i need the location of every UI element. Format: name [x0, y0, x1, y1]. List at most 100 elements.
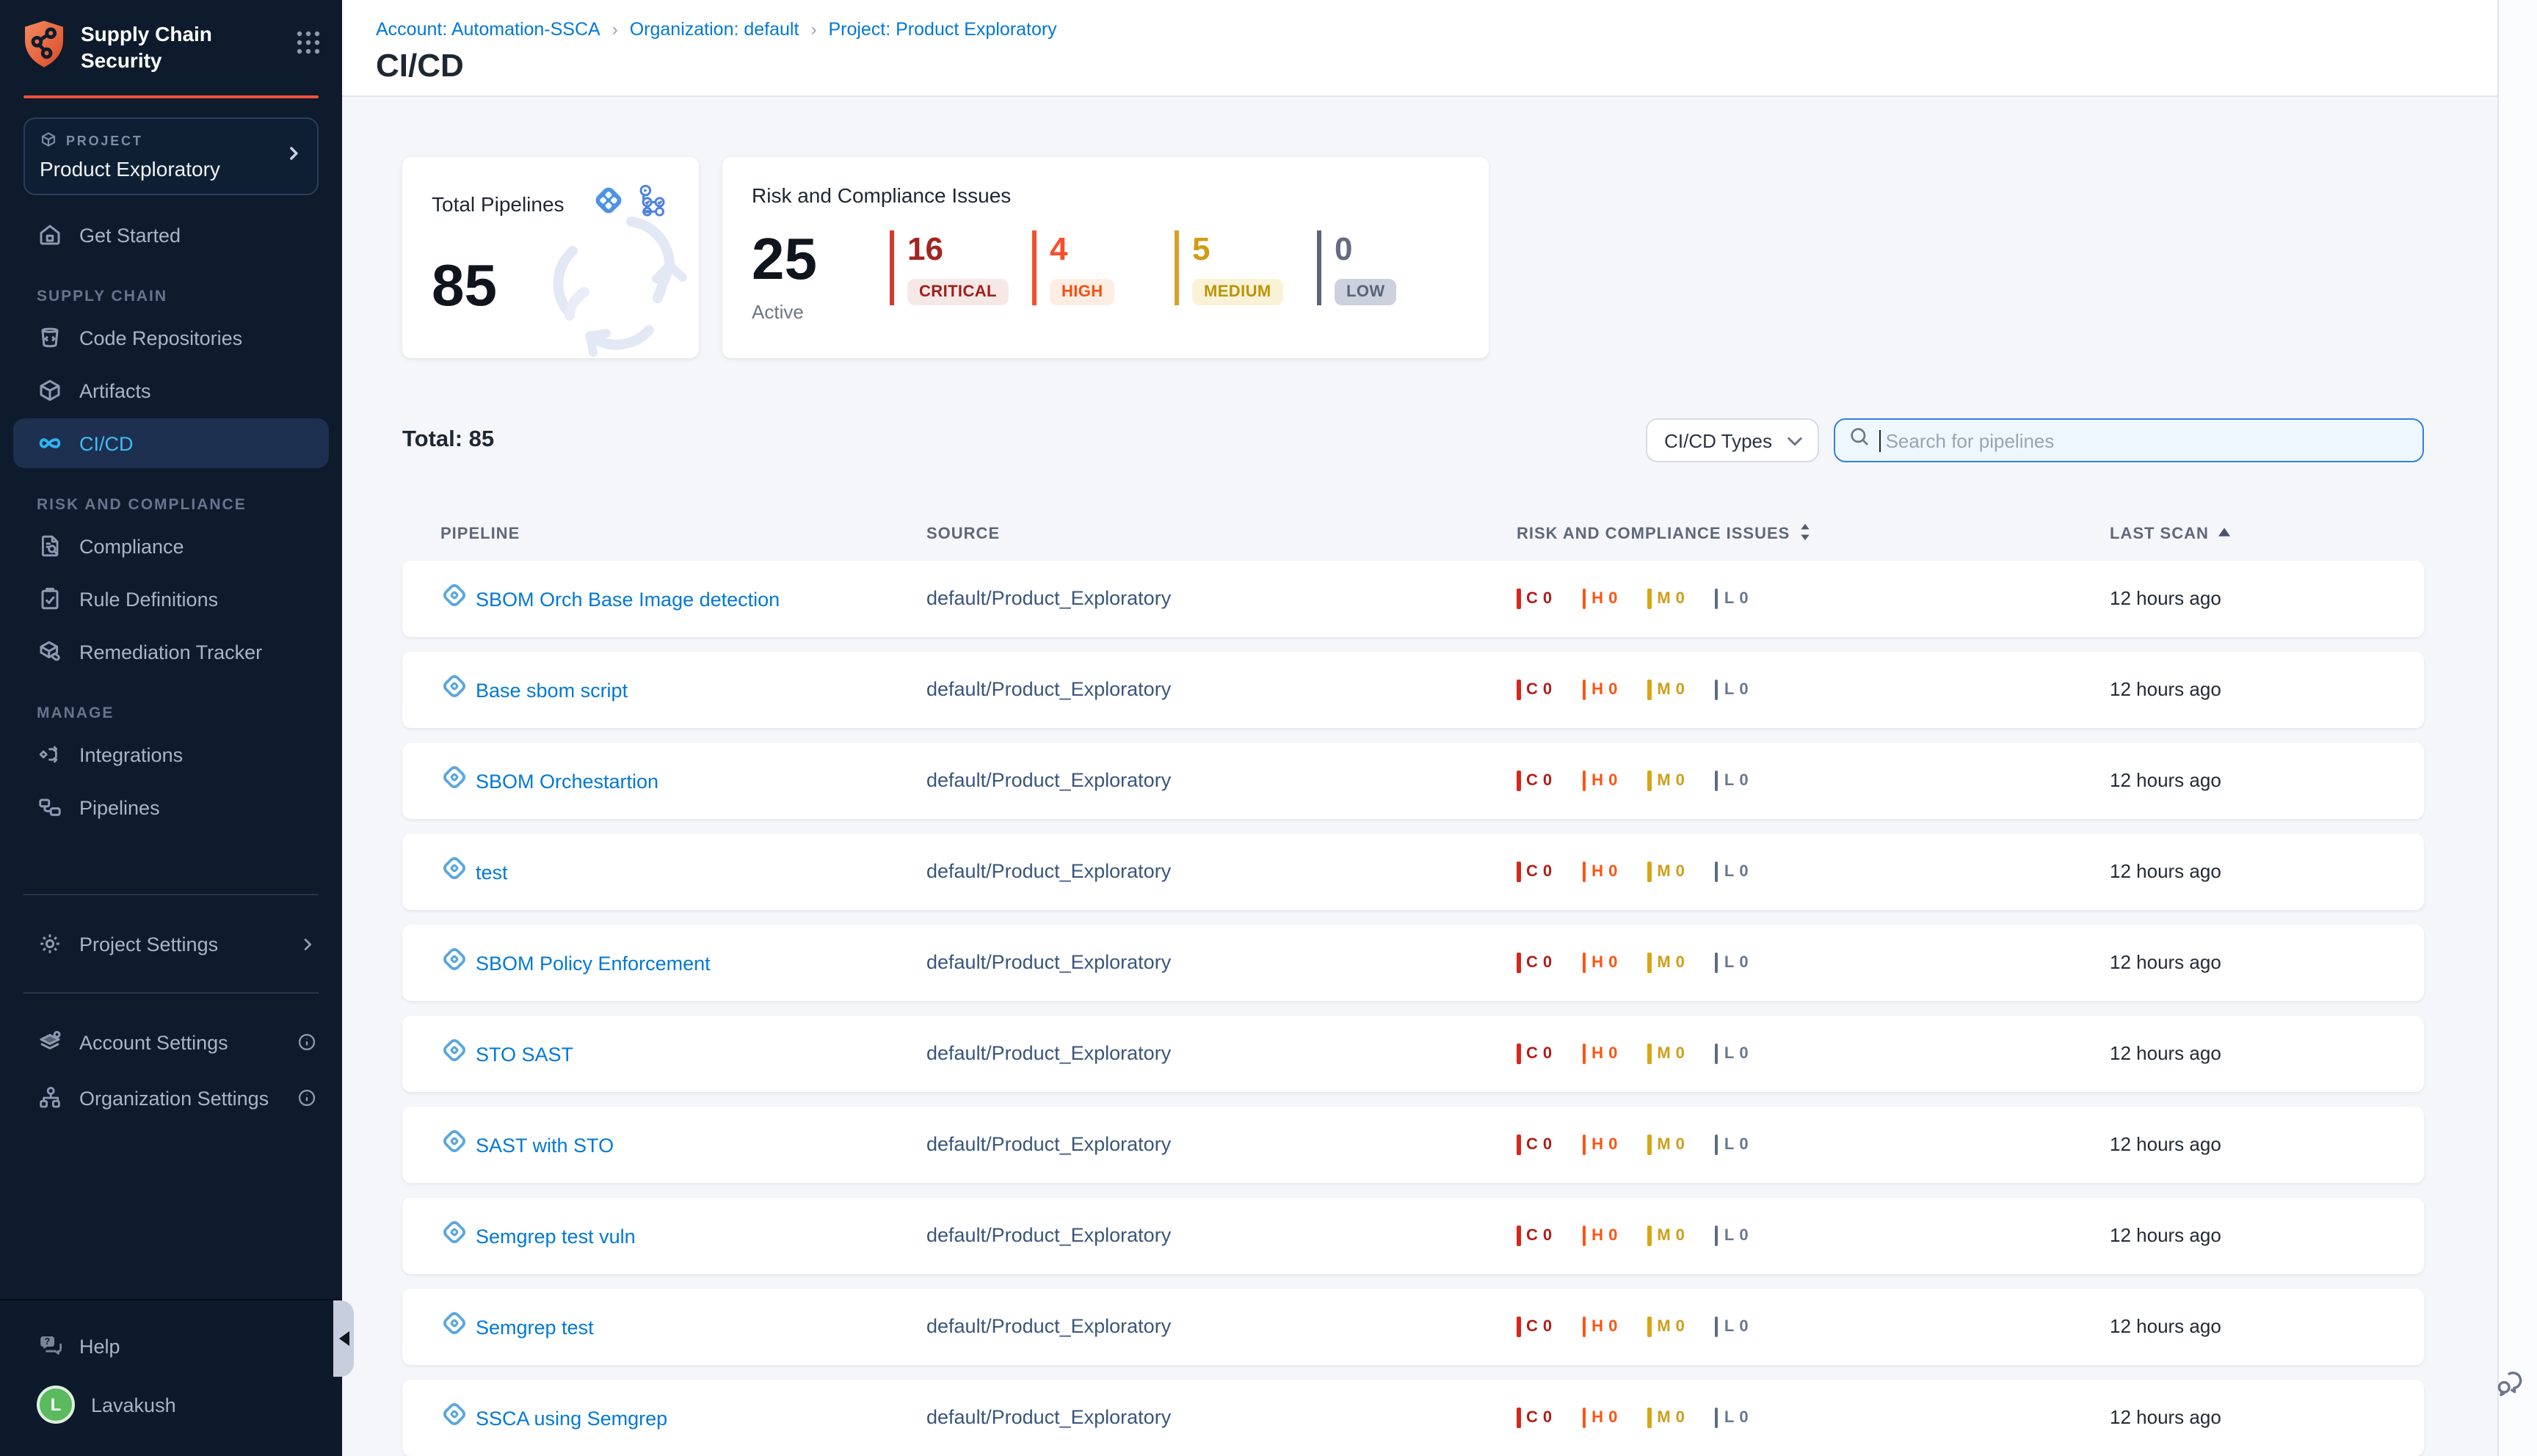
column-pipeline[interactable]: PIPELINE [440, 525, 520, 543]
last-scan-value: 12 hours ago [2110, 951, 2221, 973]
column-risk-issues[interactable]: RISK AND COMPLIANCE ISSUES [1517, 523, 2110, 546]
table-toolbar: Total: 85 CI/CD Types [402, 418, 2424, 462]
sidebar-item-help[interactable]: ? Help [13, 1321, 329, 1371]
pipeline-diamond-icon [440, 763, 468, 798]
sidebar-item-remediation-tracker[interactable]: Remediation Tracker [13, 627, 329, 677]
info-icon[interactable] [297, 1032, 317, 1052]
app-title: Supply Chain Security [81, 22, 212, 71]
table-row: Base sbom script default/Product_Explora… [402, 652, 2424, 728]
table-row: SBOM Policy Enforcement default/Product_… [402, 925, 2424, 1001]
last-scan-value: 12 hours ago [2110, 1406, 2221, 1428]
module-switcher-icon[interactable] [295, 29, 322, 63]
severity-low: 0 LOW [1317, 230, 1440, 305]
pipeline-source-link[interactable]: default/Product_Exploratory [926, 951, 1172, 973]
project-selector[interactable]: PROJECT Product Exploratory [23, 117, 319, 195]
sort-ascending-icon[interactable] [2218, 525, 2232, 543]
sidebar-item-compliance[interactable]: Compliance [13, 521, 329, 571]
pipelines-flow-icon [37, 794, 63, 820]
pipeline-link[interactable]: Base sbom script [476, 679, 628, 701]
pipeline-link[interactable]: STO SAST [476, 1043, 574, 1065]
search-input[interactable] [1882, 429, 2411, 451]
chevron-right-icon: › [810, 19, 817, 40]
sort-icon[interactable] [1799, 523, 1812, 546]
pipeline-link[interactable]: SSCA using Semgrep [476, 1407, 668, 1429]
sidebar-item-artifacts[interactable]: Artifacts [13, 365, 329, 415]
pipeline-source-link[interactable]: default/Product_Exploratory [926, 1224, 1172, 1246]
column-last-scan[interactable]: LAST SCAN [2110, 523, 2424, 546]
sidebar-item-rule-definitions[interactable]: Rule Definitions [13, 574, 329, 624]
pipeline-link[interactable]: SBOM Orchestartion [476, 770, 659, 792]
sidebar-item-get-started[interactable]: Get Started [13, 210, 329, 260]
infinity-icon [37, 430, 63, 456]
text-cursor [1879, 429, 1881, 451]
sidebar-item-cicd[interactable]: CI/CD [13, 418, 329, 468]
code-repo-icon [37, 324, 63, 351]
project-selector-value: Product Exploratory [40, 157, 220, 181]
pipeline-diamond-icon [440, 672, 468, 707]
pipeline-source-link[interactable]: default/Product_Exploratory [926, 678, 1172, 700]
pipeline-source-link[interactable]: default/Product_Exploratory [926, 1133, 1172, 1155]
sidebar-item-code-repositories[interactable]: Code Repositories [13, 313, 329, 363]
pipeline-link[interactable]: test [476, 861, 508, 883]
pipeline-source-link[interactable]: default/Product_Exploratory [926, 1315, 1172, 1337]
supply-chain-security-logo-icon [22, 19, 66, 76]
clipboard-check-icon [37, 586, 63, 612]
total-pipelines-card: Total Pipelines 85 [402, 157, 699, 358]
pipeline-link[interactable]: Semgrep test vuln [476, 1225, 636, 1247]
column-source[interactable]: SOURCE [926, 525, 1001, 543]
sidebar-collapse-handle[interactable] [333, 1300, 354, 1377]
account-layers-icon [37, 1029, 63, 1055]
breadcrumb-organization[interactable]: Organization: default [629, 19, 799, 40]
right-rail [2497, 0, 2537, 1456]
cicd-types-dropdown[interactable]: CI/CD Types [1645, 418, 1819, 462]
integrations-icon [37, 741, 63, 768]
help-chat-icon: ? [37, 1333, 63, 1359]
sidebar-item-organization-settings[interactable]: Organization Settings [13, 1073, 329, 1123]
support-chat-icon[interactable] [2493, 1366, 2528, 1409]
chevron-right-icon: › [611, 19, 618, 40]
pipeline-source-link[interactable]: default/Product_Exploratory [926, 1042, 1172, 1064]
search-box[interactable] [1834, 418, 2424, 462]
table-row: SAST with STO default/Product_Explorator… [402, 1107, 2424, 1183]
pipeline-source-link[interactable]: default/Product_Exploratory [926, 769, 1172, 791]
breadcrumb-project[interactable]: Project: Product Exploratory [828, 19, 1057, 40]
pipeline-link[interactable]: SBOM Policy Enforcement [476, 952, 711, 974]
summary-cards: Total Pipelines 85 [402, 157, 2424, 358]
search-icon [1848, 426, 1870, 455]
sidebar-item-integrations[interactable]: Integrations [13, 729, 329, 779]
pipeline-source-link[interactable]: default/Product_Exploratory [926, 1406, 1172, 1428]
pipeline-link[interactable]: Semgrep test [476, 1316, 594, 1338]
pipeline-source-link[interactable]: default/Product_Exploratory [926, 587, 1172, 609]
info-icon[interactable] [297, 1088, 317, 1108]
sidebar-item-pipelines[interactable]: Pipelines [13, 782, 329, 832]
user-menu[interactable]: L Lavakush [13, 1374, 329, 1435]
sidebar-item-project-settings[interactable]: Project Settings [13, 919, 329, 969]
pipeline-source-link[interactable]: default/Product_Exploratory [926, 860, 1172, 882]
brand-accent-line [23, 95, 319, 98]
chevron-right-icon [298, 934, 317, 953]
pipeline-diamond-icon [440, 1309, 468, 1344]
pipeline-link[interactable]: SAST with STO [476, 1134, 614, 1156]
compliance-doc-icon [37, 533, 63, 559]
pipeline-link[interactable]: SBOM Orch Base Image detection [476, 588, 780, 610]
sidebar-item-account-settings[interactable]: Account Settings [13, 1017, 329, 1067]
avatar: L [37, 1386, 75, 1424]
breadcrumb-account[interactable]: Account: Automation-SSCA [376, 19, 600, 40]
